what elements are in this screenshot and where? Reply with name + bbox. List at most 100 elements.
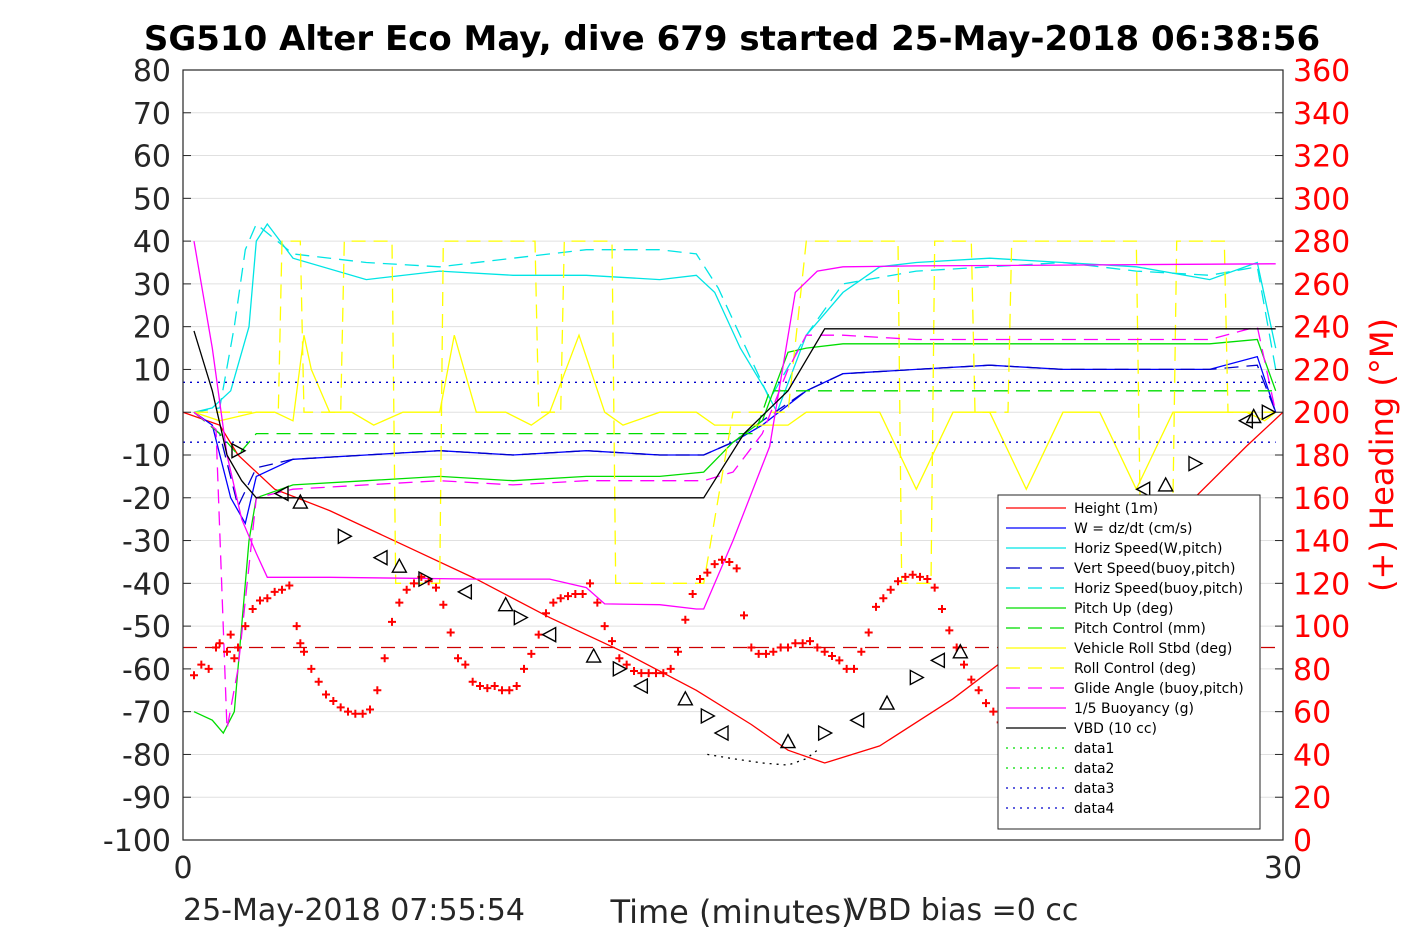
series-line-pitch-up-deg: [193, 338, 1277, 735]
triangle-marker: [878, 694, 896, 710]
x-tick-label: 30: [1264, 851, 1302, 886]
heading-marker: [769, 647, 778, 656]
series-line-1-5-buoyancy-g: [193, 240, 1276, 610]
triangle-marker: [952, 643, 969, 659]
heading-marker: [791, 639, 800, 648]
legend-entry: VBD (10 cc): [1074, 721, 1157, 737]
heading-marker: [322, 690, 330, 699]
heading-marker: [212, 643, 220, 652]
series-line-vert-speed-buoy-pitch: [193, 364, 1277, 509]
heading-marker: [215, 639, 224, 648]
heading-marker: [446, 628, 455, 637]
heading-marker: [278, 585, 286, 594]
heading-marker: [270, 587, 279, 596]
heading-marker: [300, 647, 308, 656]
triangle-marker: [849, 712, 865, 729]
heading-marker: [402, 585, 411, 594]
triangle-marker: [612, 660, 628, 678]
heading-marker: [285, 581, 294, 590]
heading-marker: [571, 590, 580, 599]
y2-tick-label: 140: [1293, 525, 1350, 560]
y-tick-label: 0: [152, 396, 171, 431]
triangle-marker: [817, 724, 834, 742]
heading-marker: [483, 684, 492, 693]
heading-marker: [872, 602, 880, 611]
heading-marker: [351, 709, 360, 718]
y-tick-label: 60: [133, 140, 171, 175]
heading-marker: [197, 660, 206, 669]
triangle-marker: [372, 549, 388, 566]
legend-entry: Horiz Speed(W,pitch): [1074, 541, 1222, 557]
heading-marker: [564, 592, 572, 601]
heading-marker: [813, 643, 822, 652]
y-tick-label: -70: [122, 696, 171, 731]
y-tick-label: 20: [133, 311, 171, 346]
heading-marker: [468, 677, 477, 686]
y2-tick-label: 80: [1293, 653, 1331, 688]
heading-marker: [388, 617, 396, 626]
x-tick-label: 0: [173, 851, 192, 886]
heading-marker: [652, 669, 660, 678]
heading-marker: [622, 660, 631, 669]
heading-marker: [938, 605, 946, 613]
heading-marker: [476, 682, 484, 690]
series-line-horiz-speed-w-pitch: [193, 222, 1277, 414]
heading-marker: [234, 643, 242, 652]
series-line-roll-control-deg: [194, 240, 1276, 584]
triangle-marker: [909, 669, 925, 686]
triangle-marker: [292, 493, 309, 509]
heading-marker: [454, 654, 462, 663]
heading-marker: [967, 675, 976, 684]
heading-marker: [410, 579, 418, 588]
heading-marker: [490, 682, 499, 690]
heading-marker: [982, 699, 990, 708]
legend-entry: Vehicle Roll Stbd (deg): [1074, 641, 1232, 657]
triangle-marker: [273, 485, 289, 502]
heading-marker: [296, 639, 305, 648]
y-tick-label: 40: [133, 225, 171, 260]
legend: Height (1m) W = dz/dt (cm/s) Horiz Speed(W…: [997, 494, 1261, 830]
heading-marker: [439, 600, 448, 609]
heading-marker: [659, 669, 668, 678]
heading-marker: [644, 669, 653, 678]
y-tick-label: -40: [122, 567, 171, 602]
heading-marker: [681, 615, 690, 624]
triangle-marker: [1237, 412, 1254, 429]
series-line-pitch-control-mm: [193, 390, 1276, 457]
heading-marker: [637, 669, 646, 678]
heading-marker: [223, 647, 231, 656]
triangle-marker: [337, 528, 353, 545]
y2-tick-label: 180: [1293, 439, 1350, 474]
y2-tick-label: 0: [1293, 824, 1312, 859]
heading-marker: [230, 654, 239, 663]
heading-marker: [520, 664, 528, 673]
heading-marker: [549, 598, 558, 607]
heading-marker: [292, 622, 301, 631]
series-line-vehicle-roll-stbd-deg: [193, 333, 1277, 491]
heading-marker: [974, 686, 983, 695]
y-tick-label: 80: [133, 54, 171, 89]
heading-marker: [190, 671, 198, 680]
y-tick-label: -100: [103, 824, 171, 859]
y-tick-label: -90: [122, 781, 171, 816]
heading-marker: [248, 605, 257, 613]
legend-entry: 1/5 Buoyancy (g): [1074, 701, 1194, 717]
y-tick-label: -60: [122, 653, 171, 688]
legend-entry: Vert Speed(buoy,pitch): [1074, 561, 1236, 577]
heading-marker: [710, 560, 719, 569]
heading-marker: [762, 649, 770, 658]
heading-marker: [505, 686, 514, 695]
heading-marker: [908, 570, 917, 579]
heading-marker: [373, 686, 382, 695]
triangle-marker: [231, 442, 247, 459]
heading-marker: [842, 664, 851, 673]
heading-marker: [380, 654, 389, 663]
legend-entry: Glide Angle (buoy,pitch): [1074, 681, 1244, 697]
y2-tick-label: 220: [1293, 353, 1350, 388]
heading-marker: [960, 660, 968, 669]
heading-marker: [336, 703, 345, 712]
heading-marker: [798, 639, 807, 648]
triangle-marker: [677, 690, 694, 706]
heading-marker: [696, 575, 704, 584]
heading-marker: [923, 575, 932, 584]
